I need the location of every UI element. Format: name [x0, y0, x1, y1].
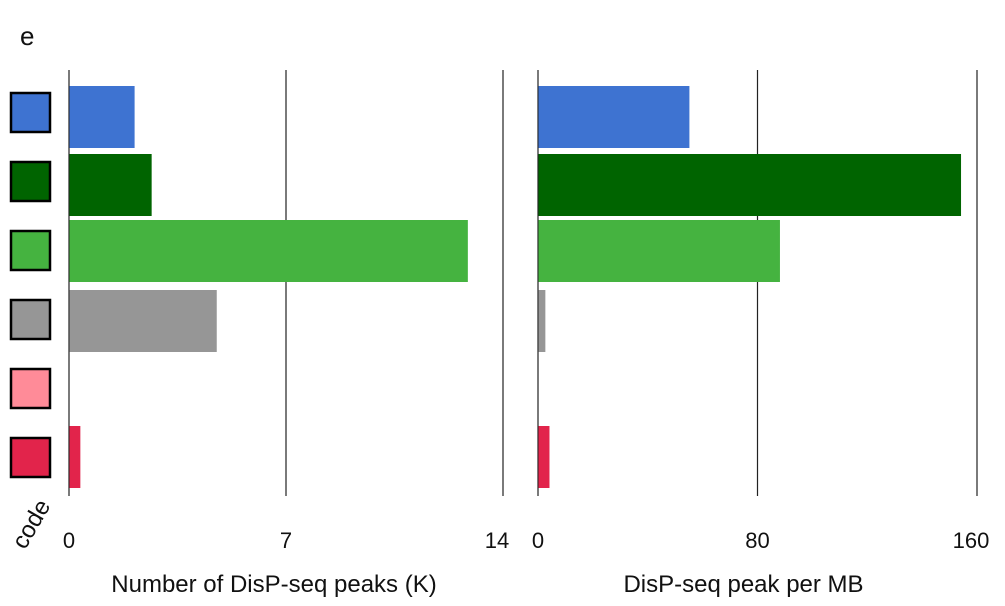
x-tick-label: 0 [63, 528, 75, 553]
bar [69, 86, 135, 148]
bar [538, 220, 780, 282]
color-code-legend: code [7, 91, 56, 554]
title-fragment: e [20, 21, 34, 51]
legend-swatch [9, 91, 52, 134]
legend-swatch [9, 436, 52, 479]
x-axis-title: DisP-seq peak per MB [623, 571, 863, 598]
peaks-count-panel: 0 7 14 Number of DisP-seq peaks (K) [63, 70, 509, 598]
bar [538, 154, 962, 216]
bar [69, 426, 81, 488]
legend-swatch [9, 298, 52, 341]
legend-swatch [9, 160, 52, 203]
x-tick-label: 0 [532, 528, 544, 553]
bar [69, 220, 468, 282]
bar [69, 154, 152, 216]
x-tick-label: 14 [485, 528, 509, 553]
bar [538, 290, 546, 352]
bar [69, 290, 217, 352]
x-tick-label: 7 [280, 528, 292, 553]
bar [538, 86, 690, 148]
legend-swatch [9, 367, 52, 410]
x-tick-label: 80 [745, 528, 769, 553]
bar [538, 426, 550, 488]
legend-axis-label: code [7, 495, 56, 554]
legend-swatch [9, 229, 52, 272]
peaks-per-mb-panel: 0 80 160 DisP-seq peak per MB [532, 70, 989, 598]
x-axis-title: Number of DisP-seq peaks (K) [111, 571, 436, 598]
x-tick-label: 160 [953, 528, 990, 553]
